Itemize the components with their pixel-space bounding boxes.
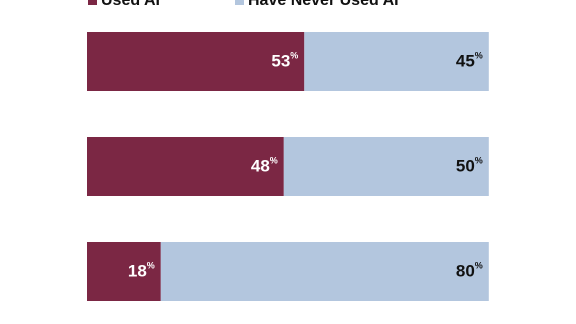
bar-segment — [304, 32, 489, 91]
value-label: 53% — [271, 51, 298, 71]
bar-segment — [283, 137, 489, 196]
value-label: 45% — [456, 51, 483, 71]
legend-swatch — [235, 0, 244, 5]
legend-swatch — [88, 0, 97, 5]
value-label: 50% — [456, 156, 483, 176]
bar-segment — [87, 242, 161, 301]
value-label: 80% — [456, 261, 483, 281]
bar-segment — [87, 32, 305, 91]
bar-segment — [160, 242, 489, 301]
legend-text: Have Never Used AI — [248, 0, 399, 9]
legend-text: Used AI — [101, 0, 160, 9]
bar-segment — [87, 137, 284, 196]
value-label: 18% — [128, 261, 155, 281]
value-label: 48% — [251, 156, 278, 176]
